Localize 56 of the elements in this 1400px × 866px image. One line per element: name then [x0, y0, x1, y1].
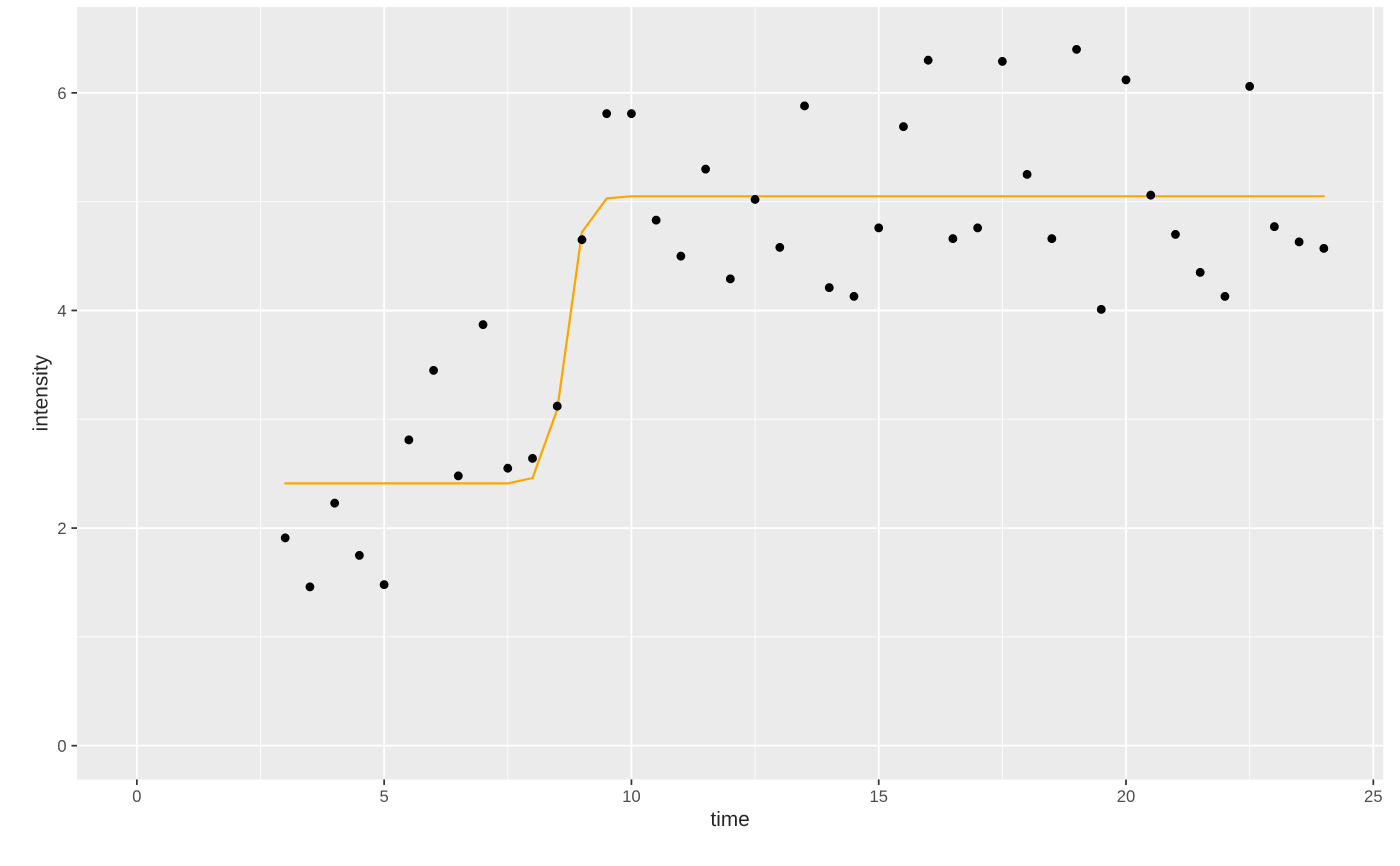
x-tick-label: 10: [623, 790, 641, 803]
point: [1072, 44, 1081, 54]
point: [923, 55, 933, 65]
x-tick-label: 5: [380, 790, 389, 803]
point: [1022, 170, 1032, 179]
point: [330, 498, 340, 508]
point: [750, 195, 760, 204]
y-tick-label: 4: [57, 305, 67, 317]
point: [651, 215, 661, 225]
point: [874, 223, 884, 233]
x-tick-label: 20: [1117, 790, 1135, 803]
point: [800, 101, 809, 111]
point: [1319, 244, 1329, 253]
point: [1294, 237, 1304, 247]
point: [379, 580, 389, 590]
point: [973, 223, 983, 233]
point: [1220, 291, 1230, 301]
x-tick-label: 0: [132, 790, 141, 803]
point: [775, 242, 785, 252]
point: [552, 401, 562, 411]
point: [528, 454, 537, 463]
point: [1195, 268, 1205, 277]
point: [305, 582, 315, 592]
point: [577, 235, 587, 245]
point: [1121, 75, 1131, 85]
point: [602, 109, 612, 118]
point: [824, 283, 834, 293]
point: [701, 164, 711, 174]
y-axis-title: intensity: [32, 354, 52, 430]
point: [453, 471, 463, 481]
point: [725, 274, 735, 284]
point: [429, 365, 438, 375]
point: [676, 251, 686, 261]
point: [478, 320, 488, 330]
point: [503, 463, 513, 473]
point: [627, 109, 636, 118]
point: [948, 234, 958, 244]
point: [899, 122, 908, 131]
point: [1270, 222, 1279, 232]
point: [1096, 305, 1106, 314]
point: [1171, 229, 1180, 239]
x-axis-title: time: [710, 810, 749, 827]
y-tick-label: 6: [58, 87, 66, 100]
point: [355, 550, 364, 560]
x-tick-label: 25: [1364, 790, 1382, 803]
point: [849, 291, 859, 301]
point: [997, 56, 1007, 66]
x-tick-label: 15: [870, 790, 888, 803]
line-series: [284, 195, 1325, 485]
y-tick-label: 2: [58, 522, 66, 535]
point: [404, 435, 414, 445]
y-tick-label: 0: [57, 740, 66, 752]
point: [1146, 190, 1156, 200]
point: [1245, 81, 1255, 91]
point: [280, 533, 290, 543]
point: [1047, 234, 1057, 244]
